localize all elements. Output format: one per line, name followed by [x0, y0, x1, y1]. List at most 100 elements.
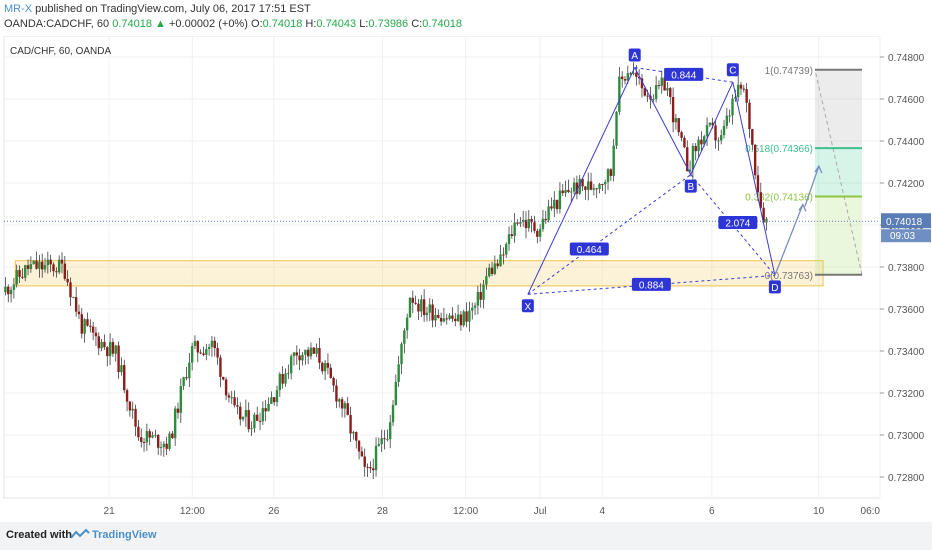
candle-bear	[694, 145, 697, 152]
candle-bear	[629, 73, 632, 75]
candle-bear	[417, 303, 420, 312]
candle-bear	[63, 263, 67, 279]
fib-level-label: 1(0.74739)	[765, 66, 813, 77]
candle-bear	[459, 314, 463, 326]
price-axis[interactable]: 0.748000.746000.744000.742000.740000.738…	[880, 53, 931, 484]
candle-bear	[213, 340, 216, 349]
candle-bull	[434, 314, 437, 321]
candle-bear	[185, 377, 188, 379]
candle-bull	[15, 270, 18, 285]
candle-bull	[159, 447, 163, 449]
candle-bear	[640, 78, 644, 89]
candle-bear	[686, 147, 689, 172]
candle-bull	[403, 330, 406, 344]
y-tick-label: 0.72800	[888, 473, 925, 484]
candle-bull	[660, 77, 663, 86]
candle-bear	[595, 188, 598, 190]
candle-bear	[80, 314, 84, 334]
candle-bull	[598, 184, 601, 190]
point-x-box[interactable]	[521, 299, 534, 313]
candle-bear	[256, 414, 259, 421]
pattern-leg-AB	[634, 67, 692, 175]
candle-bull	[182, 377, 185, 386]
y-tick-label: 0.74800	[888, 53, 925, 64]
ratio-label-bc: 0.464	[577, 245, 602, 256]
pattern-leg-BD	[690, 174, 776, 276]
ratio-label-xd-box	[631, 277, 671, 291]
candle-bear	[7, 286, 10, 295]
candle-bull	[462, 311, 465, 326]
point-b-label: B	[687, 182, 694, 193]
candle-bear	[264, 408, 267, 412]
candle-bull	[188, 362, 191, 379]
candle-bear	[369, 467, 372, 469]
candle-bull	[338, 399, 341, 402]
candle-bull	[100, 341, 103, 349]
point-a-box[interactable]	[628, 48, 641, 62]
candle-bear	[739, 84, 743, 89]
candle-bear	[117, 345, 120, 373]
candle-bear	[318, 347, 321, 363]
candle-bull	[734, 97, 737, 99]
pattern-leg-XA	[527, 67, 636, 295]
x-tick-label: 26	[268, 506, 280, 517]
harmonic-pattern[interactable]: 0.844 0.464 2.074 0.884 X A B C D	[521, 48, 823, 313]
x-tick-label: 28	[377, 506, 389, 517]
candle-bull	[570, 191, 573, 193]
close-value: 0.74018	[422, 18, 462, 30]
candle-bull	[4, 286, 7, 293]
candle-bull	[154, 434, 157, 436]
candle-bull	[728, 115, 731, 117]
pattern-leg-XD	[527, 274, 775, 295]
candle-bull	[476, 291, 480, 306]
y-tick-label: 0.74400	[888, 137, 925, 148]
candle-bull	[471, 307, 474, 311]
candle-bear	[171, 433, 174, 439]
candle-bull	[425, 312, 429, 316]
projection-arrow-1	[774, 204, 804, 276]
candle-bear	[199, 352, 202, 354]
footer-bar: Created with TradingView	[0, 522, 932, 550]
candle-bear	[335, 385, 338, 402]
candle-bull	[626, 73, 630, 81]
x-tick-label: Jul	[534, 506, 547, 517]
candle-bear	[561, 190, 564, 194]
candle-bear	[601, 184, 604, 186]
price-chart[interactable]: 1(0.74739) 0.618(0.74366) 0.382(0.74136) 0(…	[0, 36, 932, 522]
projection-arrow-2-head	[814, 164, 823, 174]
candle-bear	[165, 443, 168, 449]
candle-bull	[493, 263, 497, 274]
candle-bear	[60, 259, 64, 264]
x-tick-label: 12:00	[453, 506, 478, 517]
candle-bull	[705, 125, 709, 137]
candle-bear	[40, 261, 44, 270]
point-b-box[interactable]	[684, 179, 697, 193]
candle-bull	[468, 310, 471, 322]
candle-bull	[618, 76, 621, 112]
tradingview-brand[interactable]: TradingView	[92, 529, 157, 541]
candle-bear	[360, 451, 364, 457]
candle-bull	[703, 136, 706, 145]
candle-bear	[567, 189, 570, 192]
candle-bull	[253, 414, 256, 429]
candle-bull	[428, 304, 431, 313]
point-c-box[interactable]	[726, 63, 739, 77]
candle-bear	[148, 431, 151, 438]
x-tick-label: 06:0	[861, 506, 881, 517]
candle-bear	[479, 291, 482, 300]
point-d-box[interactable]	[768, 280, 781, 294]
candle-bear	[55, 271, 58, 273]
candle-bear	[18, 270, 21, 277]
candle-bear	[176, 408, 180, 413]
time-axis[interactable]: 21 12:00 26 28 12:00 Jul 4 6 10 06:0	[104, 506, 881, 517]
author-link[interactable]: MR-X	[4, 3, 33, 15]
candle-bull	[527, 219, 531, 229]
candle-bear	[363, 456, 366, 467]
candle-bull	[538, 229, 542, 237]
candle-bear	[372, 468, 375, 471]
candle-bull	[380, 438, 383, 445]
support-zone-box[interactable]	[14, 260, 824, 287]
candle-bear	[86, 319, 89, 326]
candle-bull	[145, 431, 149, 443]
candle-bull	[765, 218, 768, 223]
